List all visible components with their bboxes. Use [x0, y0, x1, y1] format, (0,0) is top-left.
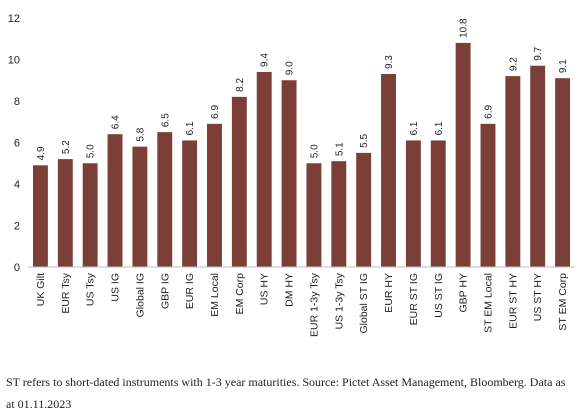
footnote: ST refers to short-dated instruments wit… — [6, 375, 566, 411]
y-tick-label: 8 — [14, 96, 20, 108]
bar — [231, 96, 247, 267]
bar-value-label: 5.0 — [86, 144, 97, 158]
bar-value-label: 5.2 — [61, 140, 72, 154]
bar — [405, 140, 421, 267]
category-label: UK Gilt — [35, 273, 47, 306]
bar-value-label: 9.3 — [384, 55, 395, 69]
bar-value-label: 5.0 — [309, 144, 320, 158]
bar — [455, 42, 471, 268]
category-label: EUR 1-3y Tsy — [308, 272, 320, 337]
category-label: EM Corp — [234, 273, 246, 315]
bar-value-label: 5.1 — [334, 142, 345, 156]
bar — [256, 71, 272, 267]
category-label: DM HY — [284, 273, 296, 307]
x-axis: UK Gilt EUR Tsy US Tsy US IG Global IG GBP IG… — [28, 266, 575, 337]
bar — [207, 123, 222, 267]
category-label: US IG — [110, 273, 122, 302]
bar-value-label: 6.9 — [210, 104, 221, 118]
bar-value-label: 9.4 — [260, 53, 271, 67]
bar-chart: 0 2 4 6 8 10 12 4.9 5.2 5.0 6.4 5.8 6.5 6.1 6.9 8.2 9.4… — [8, 13, 575, 337]
bar-value-label: 6.4 — [111, 115, 122, 129]
category-label: US 1-3y Tsy — [333, 272, 345, 329]
bar — [381, 74, 396, 267]
category-label: EUR IG — [184, 273, 196, 309]
category-label: EUR HY — [383, 273, 395, 313]
y-tick-label: 10 — [8, 55, 20, 67]
category-label: US HY — [259, 273, 271, 305]
bar — [331, 161, 347, 267]
y-tick-label: 12 — [8, 13, 20, 25]
bar-value-label: 8.2 — [235, 78, 246, 92]
bar-value-label: 6.1 — [409, 121, 420, 135]
bar — [480, 123, 496, 267]
category-label: GBP HY — [458, 273, 470, 313]
bar — [306, 163, 322, 267]
bar-value-label: 9.7 — [533, 46, 544, 60]
y-tick-label: 2 — [14, 221, 20, 233]
bar — [82, 163, 98, 267]
bars — [32, 42, 571, 268]
bar — [555, 78, 571, 268]
y-tick-label: 0 — [14, 262, 20, 274]
bar-value-label: 6.1 — [434, 121, 445, 135]
data-labels: 4.9 5.2 5.0 6.4 5.8 6.5 6.1 6.9 8.2 9.4 9.0 5.0 5.1 5… — [36, 18, 569, 160]
category-label: Global ST IG — [358, 273, 370, 334]
bar-value-label: 6.1 — [185, 121, 196, 135]
bar-value-label: 9.2 — [508, 57, 519, 71]
category-label: US Tsy — [85, 272, 97, 306]
bar — [430, 140, 446, 267]
bar-value-label: 6.9 — [483, 104, 494, 118]
bar — [281, 80, 297, 267]
bar-value-label: 9.0 — [285, 61, 296, 75]
bar-value-label: 4.9 — [36, 146, 47, 160]
bar-value-label: 5.5 — [359, 134, 370, 148]
category-label: EUR ST HY — [507, 273, 519, 329]
bar-value-label: 9.1 — [558, 59, 569, 73]
category-label: US ST IG — [433, 273, 445, 318]
y-tick-label: 6 — [14, 138, 20, 150]
category-label: EUR ST IG — [408, 273, 420, 325]
category-label: EUR Tsy — [60, 272, 72, 313]
bar — [107, 134, 123, 267]
y-tick-label: 4 — [14, 179, 20, 191]
category-label: EM Local — [209, 273, 221, 317]
bar — [57, 159, 73, 267]
bar-value-label: 10.8 — [459, 18, 470, 38]
bar — [505, 76, 521, 267]
bar — [530, 65, 546, 267]
bar — [356, 152, 372, 268]
y-axis: 0 2 4 6 8 10 12 — [8, 13, 20, 274]
bar-value-label: 6.5 — [160, 113, 171, 127]
category-label: Global IG — [134, 273, 146, 317]
bar — [182, 140, 198, 267]
category-label: US ST HY — [532, 273, 544, 321]
category-label: ST EM Local — [482, 273, 494, 333]
bar — [32, 165, 48, 267]
category-label: ST EM Corp — [557, 273, 569, 331]
bar — [157, 132, 173, 268]
bar — [132, 146, 148, 267]
category-label: GBP IG — [159, 273, 171, 309]
bar-value-label: 5.8 — [135, 127, 146, 141]
